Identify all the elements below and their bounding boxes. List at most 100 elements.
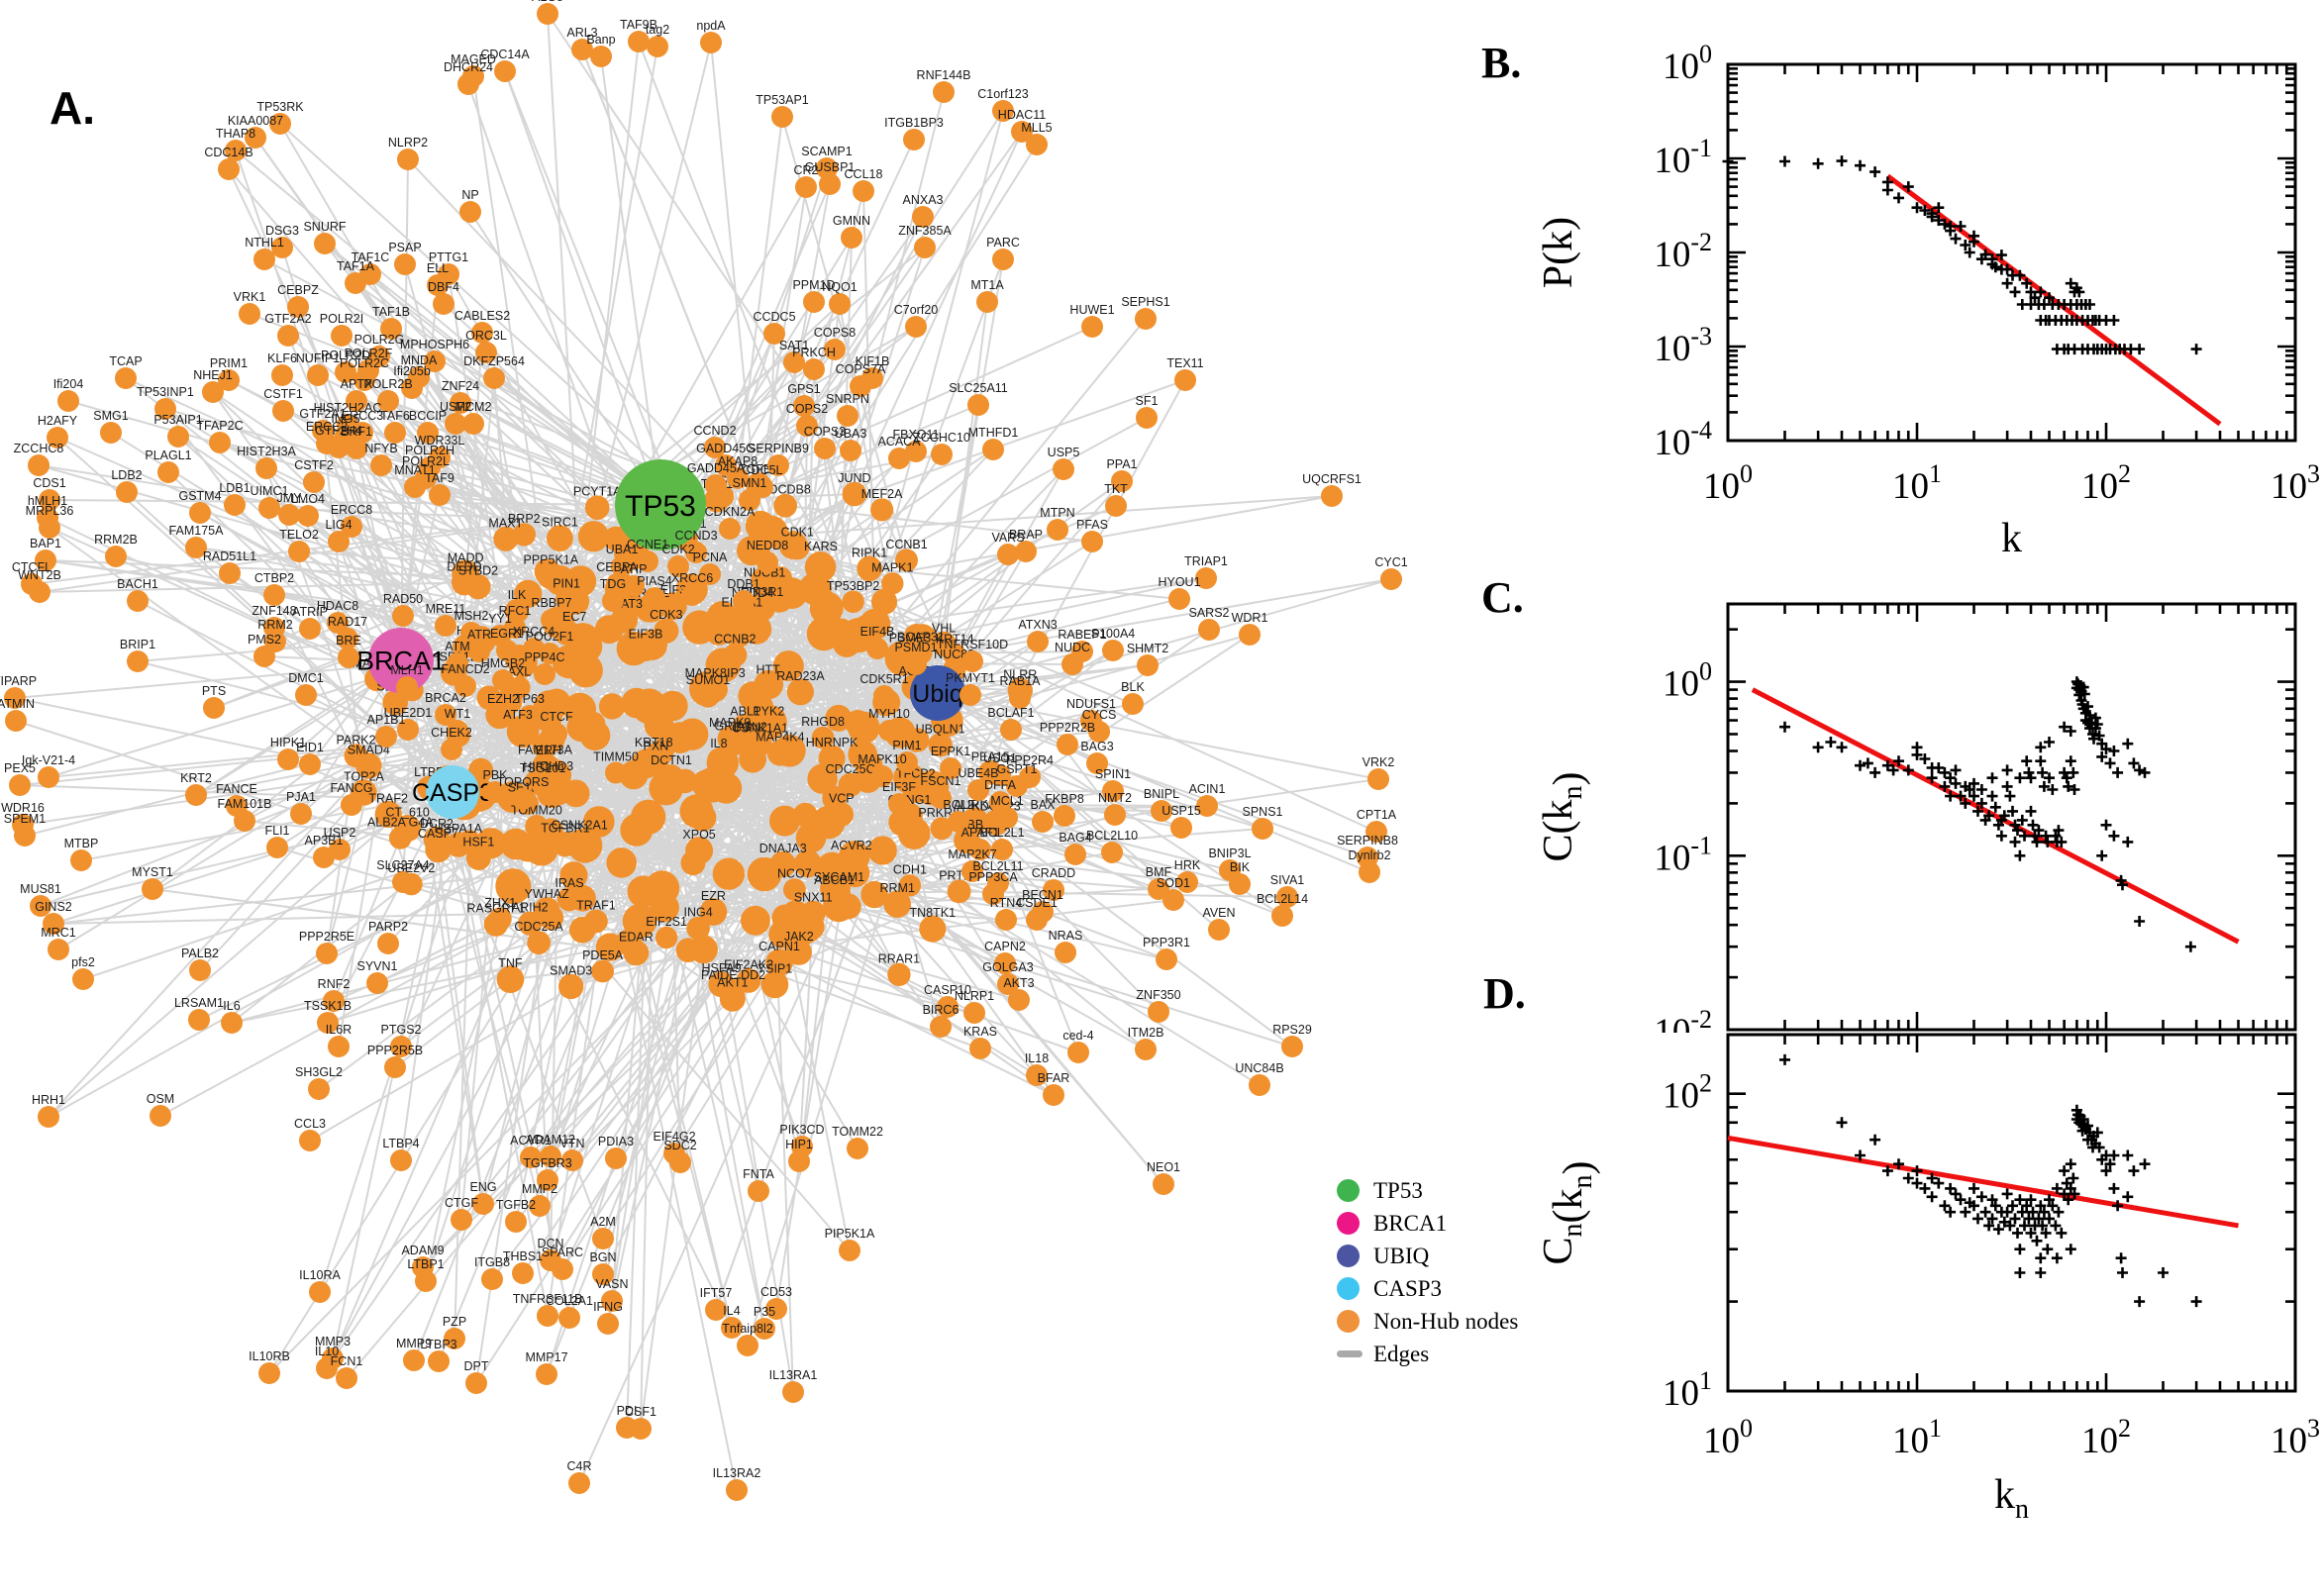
network-node xyxy=(1249,1074,1270,1096)
network-node xyxy=(719,518,741,540)
network-node xyxy=(444,1328,465,1349)
network-edge xyxy=(692,862,735,992)
network-edge xyxy=(456,845,549,1317)
data-point xyxy=(2001,277,2013,289)
network-node xyxy=(649,770,683,806)
network-node xyxy=(4,687,26,709)
network-edge xyxy=(326,443,402,661)
data-point xyxy=(1911,1177,1923,1189)
network-node xyxy=(299,753,321,775)
network-node xyxy=(451,1209,472,1231)
network-node xyxy=(537,1169,558,1191)
network-node xyxy=(1136,407,1158,429)
network-edge xyxy=(883,600,1134,705)
network-node xyxy=(505,1211,527,1233)
data-point xyxy=(2065,1244,2076,1255)
node-label: ACVR2 xyxy=(831,839,872,852)
network-node xyxy=(338,647,359,668)
node-label: MMP3 xyxy=(315,1335,351,1348)
data-point xyxy=(2158,1267,2169,1278)
node-label: BCCIP xyxy=(409,409,447,423)
data-point xyxy=(2184,941,2196,952)
network-node xyxy=(313,847,335,868)
peripheral-labels-layer: ALG8ARL3BanpTAF9Btag2npdAMAGEDDHCR24CDC1… xyxy=(0,0,1408,1480)
network-edge xyxy=(787,664,991,774)
node-label: VASN xyxy=(595,1277,628,1291)
data-point xyxy=(2016,1206,2028,1218)
network-node xyxy=(569,884,596,912)
node-label: GMNN xyxy=(833,214,870,228)
network-node xyxy=(564,565,597,597)
node-label: UBE2D1 xyxy=(384,706,433,720)
data-point xyxy=(2035,1267,2047,1278)
node-label: USO1 xyxy=(983,751,1017,765)
hub-label-casp3: CASP3 xyxy=(412,779,493,807)
network-node xyxy=(810,552,832,574)
data-point xyxy=(1911,1165,1923,1177)
node-label: CSDE1 xyxy=(1016,896,1058,910)
network-node xyxy=(116,481,138,503)
data-point xyxy=(2040,830,2052,842)
network-node xyxy=(1271,905,1293,927)
data-point xyxy=(2082,1120,2093,1132)
data-point xyxy=(2044,292,2055,304)
data-point xyxy=(1975,797,1987,809)
network-node xyxy=(534,663,556,685)
network-node xyxy=(931,444,953,465)
brca1-swatch-icon xyxy=(1337,1212,1360,1235)
data-point xyxy=(2009,286,2021,298)
network-node xyxy=(816,851,849,884)
network-node xyxy=(847,1138,868,1159)
data-point xyxy=(2190,344,2202,355)
data-point xyxy=(1945,1206,1957,1218)
network-node xyxy=(520,1147,542,1168)
network-node xyxy=(537,1305,558,1327)
network-node xyxy=(686,916,710,941)
node-label: PEX5 xyxy=(4,761,36,775)
node-label: AKT3 xyxy=(1003,976,1034,990)
node-label: WDR1 xyxy=(1232,611,1268,625)
node-label: BAP1 xyxy=(30,537,61,550)
node-label: BCL2L10 xyxy=(1086,829,1138,843)
legend-item-tp53: TP53 xyxy=(1337,1174,1518,1207)
node-label: PPP3CA xyxy=(968,870,1018,884)
network-node xyxy=(712,857,746,890)
data-point xyxy=(2044,737,2055,748)
node-label: SHMT2 xyxy=(1127,642,1168,655)
data-point xyxy=(1955,221,1967,232)
node-label: MEF2A xyxy=(861,487,903,501)
network-node xyxy=(727,467,749,489)
data-point xyxy=(2025,805,2037,817)
network-node xyxy=(258,497,280,519)
node-label: BRAP xyxy=(1009,528,1043,542)
node-label: ATM xyxy=(445,640,469,653)
node-label: BRP2 xyxy=(508,512,541,526)
network-node xyxy=(1064,844,1086,865)
network-node xyxy=(1011,121,1033,143)
node-label: LRSAM1 xyxy=(174,996,224,1010)
network-node xyxy=(807,763,838,794)
node-label: POU2F1 xyxy=(526,630,574,644)
node-label: ATF3 xyxy=(503,708,533,722)
node-label: KLF6 xyxy=(267,351,297,365)
data-point xyxy=(1722,155,1734,167)
node-label: KIAA0087 xyxy=(228,114,283,128)
network-node xyxy=(754,1318,775,1340)
node-label: CSNK2A1 xyxy=(552,818,608,832)
node-label: SERPINB9 xyxy=(748,442,809,455)
network-edge xyxy=(452,547,798,793)
network-node xyxy=(793,395,815,417)
network-node xyxy=(504,617,526,639)
data-point xyxy=(2069,1188,2080,1200)
data-point xyxy=(2063,1194,2074,1206)
node-label: ILK xyxy=(508,588,527,602)
node-label: AVEN xyxy=(1202,906,1235,920)
network-node xyxy=(967,779,989,801)
network-node xyxy=(605,1147,627,1169)
data-point xyxy=(2014,772,2026,784)
network-node xyxy=(797,913,825,941)
network-node xyxy=(115,367,137,389)
network-node xyxy=(1102,640,1124,661)
node-label: MTHFD1 xyxy=(968,426,1019,440)
